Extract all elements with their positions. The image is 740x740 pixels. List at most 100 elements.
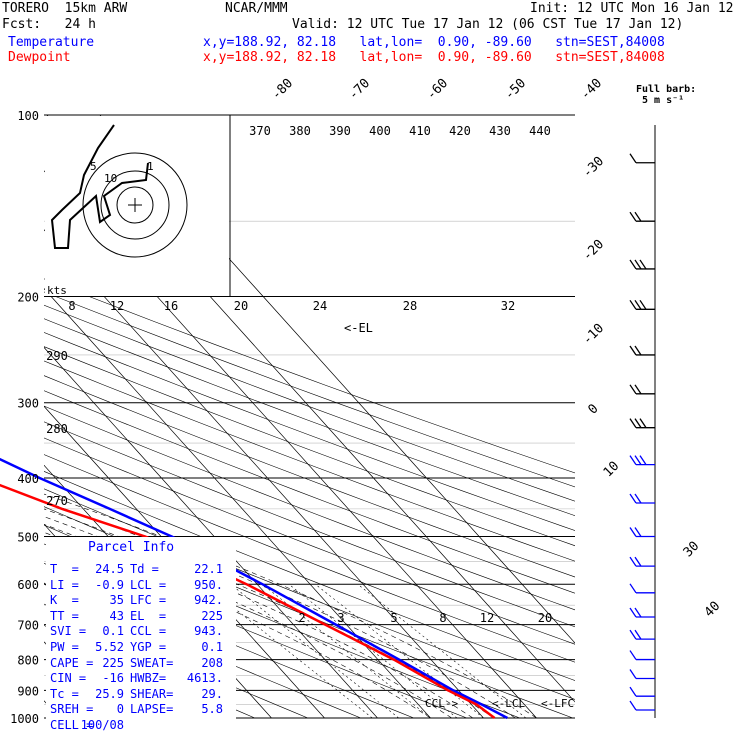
mixing-ratio-label: 3 [337, 611, 344, 625]
wind-barb-flag [639, 455, 647, 465]
pressure-label: 600 [17, 578, 39, 592]
hodograph-axis-label: 8 [68, 299, 75, 313]
mixing-ratio-line [315, 583, 484, 718]
hodograph-ring-label: 10 [104, 172, 117, 185]
wind-barb-flag [634, 384, 642, 395]
isotherm-label: 40 [702, 599, 724, 621]
mixing-ratio-label: 20 [538, 611, 552, 625]
mixing-ratio-label: 12 [480, 611, 494, 625]
mixing-ratio-line [288, 583, 458, 718]
isotherm-label: -80 [269, 76, 296, 103]
mixing-ratio-label: 5 [390, 611, 397, 625]
dry-adiabat [44, 437, 575, 645]
dewpoint-location: x,y=188.92, 82.18 lat,lon= 0.90, -89.60 … [203, 50, 665, 65]
mixing-ratio-line [262, 583, 431, 718]
annotation-el: <-EL [344, 321, 373, 335]
hodograph-axis-label: 32 [501, 299, 515, 313]
wind-barb-flag [634, 259, 642, 270]
annotation-lfc: <-LFC [541, 697, 574, 710]
wind-barb-flag [634, 527, 642, 537]
wind-barb-flag [634, 345, 642, 356]
wind-barb-flag [629, 700, 637, 711]
parcel-info-cell: CELL = [50, 718, 94, 732]
dry-adiabat [44, 405, 575, 611]
wind-barb-flag [629, 650, 637, 660]
hodograph-axis-label: 20 [234, 299, 248, 313]
dewpoint-legend: Dewpoint [8, 50, 71, 65]
pressure-label: 200 [17, 291, 39, 305]
parcel-info-cell: LI = [50, 577, 79, 592]
wind-barb-flag [634, 556, 642, 567]
parcel-info-cell: 0.1 [201, 640, 223, 654]
wind-barb-flag [639, 299, 647, 310]
hodograph-trace [50, 124, 149, 249]
hodograph-ring [116, 186, 154, 224]
parcel-info-cell: 208 [201, 655, 223, 670]
wind-barb-flag [629, 583, 637, 594]
wind-barb-flag [634, 493, 642, 504]
dry-adiabat [44, 421, 575, 628]
wind-barb-flag [629, 418, 637, 429]
theta-label: 290 [46, 349, 68, 363]
wind-barb-flag [634, 299, 642, 310]
theta-label: 270 [46, 494, 68, 508]
wind-barb-flag [629, 493, 637, 504]
isotherm-line [44, 288, 431, 718]
org-label: NCAR/MMM [225, 1, 288, 16]
parcel-info-cell: SHEAR= [130, 686, 174, 701]
wind-barb-flag [639, 418, 647, 429]
isotherm-label: 0 [585, 401, 601, 417]
wind-barb-flag [629, 607, 637, 618]
pressure-label: 700 [17, 619, 39, 633]
dry-adiabat [44, 346, 575, 547]
parcel-info-title: Parcel Info [88, 540, 175, 555]
mixing-ratio-line [230, 583, 399, 718]
parcel-info-cell: TT = [50, 608, 79, 623]
parcel-info-cell: CIN = [50, 671, 87, 686]
parcel-info-cell: 25.9 [95, 686, 124, 701]
mixing-ratio-label: 8 [439, 611, 446, 625]
parcel-info-cell: 942. [194, 593, 223, 608]
hodograph-ring [82, 152, 188, 258]
wind-barb-flag [629, 384, 637, 395]
parcel-info-cell: 5.8 [201, 702, 223, 717]
isotherm-label: -70 [346, 76, 373, 103]
wind-barb-flag [629, 629, 637, 640]
mixing-ratio-label: 2 [298, 611, 305, 625]
parcel-info-cell: LCL = [130, 577, 167, 592]
dry-adiabat [44, 471, 575, 681]
theta-label: 420 [449, 124, 471, 138]
parcel-info-cell: -16 [102, 671, 124, 686]
theta-label: 390 [329, 124, 351, 138]
dry-adiabat [44, 332, 575, 531]
hodograph-axis-label: 28 [403, 299, 417, 313]
wind-barb-flag [629, 259, 637, 270]
parcel-info-cell: 43 [109, 608, 124, 623]
wind-barb-flag [634, 455, 642, 465]
init-time: Init: 12 UTC Mon 16 Jan 12 [530, 1, 734, 16]
dry-adiabat [44, 278, 575, 474]
wind-barb-flag [629, 455, 637, 465]
parcel-info-cell: 0 [116, 702, 124, 717]
temperature-location: x,y=188.92, 82.18 lat,lon= 0.90, -89.60 … [203, 35, 665, 50]
parcel-info-cell: LAPSE= [130, 702, 174, 717]
isotherm-label: -50 [502, 76, 529, 103]
wind-barb-flag [629, 153, 637, 164]
theta-label: 380 [289, 124, 311, 138]
dry-adiabat [44, 390, 575, 594]
parcel-info-cell: CAPE = [50, 655, 94, 670]
parcel-info-cell: Td = [130, 562, 159, 576]
pressure-label: 1000 [10, 712, 39, 726]
hodograph-ring-label: 1 [147, 160, 154, 173]
wind-barb-flag [629, 556, 637, 567]
wind-barbs [629, 125, 656, 718]
barb-legend-line1: Full barb: [636, 84, 697, 95]
parcel-info-cell: 5.52 [95, 640, 124, 654]
wind-barb-flag [629, 299, 637, 310]
parcel-info-cell: 35 [109, 593, 124, 608]
parcel-info-cell: Tc = [50, 686, 79, 701]
dry-adiabat [44, 375, 575, 578]
isotherm-line [0, 115, 7, 718]
hodograph-axis-label: 12 [110, 299, 124, 313]
temperature-line [0, 457, 508, 720]
